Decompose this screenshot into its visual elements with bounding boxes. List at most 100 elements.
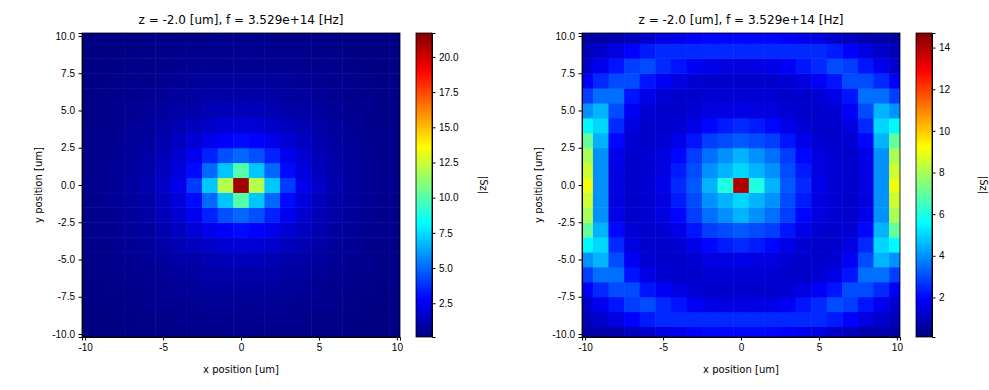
heatmap-cell — [374, 327, 390, 337]
heatmap-cell — [686, 163, 702, 178]
heatmap-cell — [671, 133, 687, 148]
heatmap-cell — [858, 133, 874, 148]
heatmap-cell — [764, 88, 780, 103]
heatmap-cell — [249, 103, 265, 118]
heatmap-cell — [109, 252, 125, 267]
heatmap-cell — [264, 237, 280, 252]
x-axis: -10-50510 — [78, 337, 403, 353]
y-tick-mark — [79, 36, 83, 37]
heatmap-cell — [827, 43, 843, 58]
heatmap-cell — [827, 222, 843, 237]
heatmap-cell — [858, 88, 874, 103]
heatmap-cell — [796, 73, 812, 88]
heatmap-cell — [155, 297, 171, 312]
heatmap-cell — [218, 148, 234, 163]
heatmap-cell — [109, 267, 125, 282]
heatmap-cell — [702, 207, 718, 222]
heatmap-cell — [640, 267, 656, 282]
heatmap-cell — [609, 297, 625, 312]
heatmap-cell — [686, 312, 702, 327]
heatmap-cell — [296, 33, 312, 44]
heatmap-cell — [202, 267, 218, 282]
heatmap-cell — [327, 43, 343, 58]
heatmap-cell — [296, 237, 312, 252]
heatmap-cell — [640, 178, 656, 193]
heatmap-cell — [249, 192, 265, 207]
heatmap-cell — [718, 133, 734, 148]
heatmap-cell — [140, 192, 156, 207]
heatmap-cell — [702, 58, 718, 73]
heatmap-cell — [202, 312, 218, 327]
heatmap-cell — [171, 252, 187, 267]
heatmap-cell — [186, 43, 202, 58]
heatmap-cell — [82, 33, 93, 44]
heatmap-cell — [296, 327, 312, 337]
heatmap-cell — [155, 43, 171, 58]
colorbar-tick-label: 5.0 — [439, 263, 453, 274]
heatmap-cell — [811, 178, 827, 193]
heatmap-cell — [389, 133, 400, 148]
heatmap-cell — [764, 297, 780, 312]
y-tick-mark — [579, 222, 583, 223]
heatmap-cell — [155, 252, 171, 267]
heatmap-cell — [609, 222, 625, 237]
panel: -10-50510-10.0-7.5-5.0-2.50.02.55.07.510… — [33, 13, 489, 375]
heatmap-cell — [171, 297, 187, 312]
x-axis-line — [583, 338, 901, 341]
heatmap-cell — [171, 237, 187, 252]
heatmap-cell — [93, 222, 109, 237]
x-tick-mark — [163, 337, 164, 341]
y-axis-line — [579, 34, 583, 338]
colorbar-tick-mark — [932, 297, 936, 298]
heatmap-cell — [811, 267, 827, 282]
heatmap-cell — [296, 222, 312, 237]
heatmap-cell — [82, 103, 93, 118]
y-tick-label: -2.5 — [558, 217, 576, 228]
heatmap-cell — [389, 282, 400, 297]
heatmap-cell — [280, 103, 296, 118]
y-tick-mark — [579, 260, 583, 261]
heatmap-cell — [624, 312, 640, 327]
x-tick: 5 — [317, 337, 323, 353]
heatmap-cell — [171, 88, 187, 103]
heatmap-cell — [655, 207, 671, 222]
heatmap-cell — [582, 222, 593, 237]
heatmap-cell — [218, 282, 234, 297]
heatmap-cell — [249, 73, 265, 88]
colorbar-tick-label: 12 — [939, 84, 951, 95]
heatmap-cell — [327, 33, 343, 44]
heatmap-cell — [249, 297, 265, 312]
heatmap-cell — [280, 207, 296, 222]
heatmap-cell — [764, 327, 780, 337]
heatmap-cell — [702, 103, 718, 118]
colorbar-tick: 12 — [932, 84, 951, 95]
heatmap-cell — [82, 148, 93, 163]
y-tick: 0.0 — [561, 180, 582, 191]
heatmap-cell — [280, 178, 296, 193]
heatmap-cell — [358, 58, 374, 73]
colorbar-title: |Sz| — [977, 176, 989, 194]
heatmap-cell — [186, 118, 202, 133]
heatmap-cell — [327, 207, 343, 222]
heatmap-cell — [593, 148, 609, 163]
heatmap-cell — [686, 88, 702, 103]
heatmap-cell — [93, 237, 109, 252]
heatmap-cell — [749, 103, 765, 118]
heatmap-cell — [358, 222, 374, 237]
heatmap-cell — [718, 207, 734, 222]
y-tick-mark — [79, 110, 83, 111]
heatmap-cell — [327, 192, 343, 207]
heatmap-cell — [842, 282, 858, 297]
heatmap-cell — [202, 73, 218, 88]
heatmap-cell — [889, 282, 900, 297]
heatmap-cell — [389, 252, 400, 267]
heatmap-cell — [811, 163, 827, 178]
heatmap-cell — [233, 207, 249, 222]
heatmap-cell — [358, 327, 374, 337]
heatmap-cell — [296, 118, 312, 133]
heatmap-cell — [811, 192, 827, 207]
colorbar-tick-mark — [432, 268, 436, 269]
heatmap-cell — [93, 297, 109, 312]
heatmap-cell — [733, 73, 749, 88]
y-tick-mark — [579, 148, 583, 149]
